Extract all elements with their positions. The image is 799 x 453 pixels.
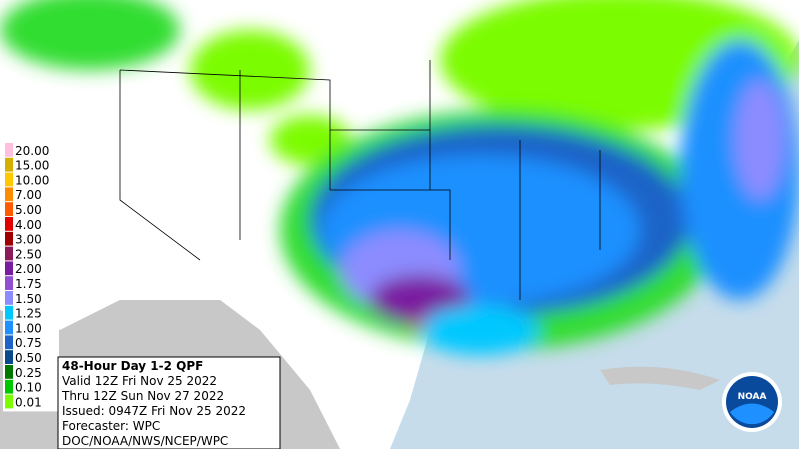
legend-swatch xyxy=(5,202,13,216)
legend-label: 5.00 xyxy=(15,203,42,217)
info-issued: Issued: 0947Z Fri Nov 25 2022 xyxy=(62,404,246,418)
logo-text: NOAA xyxy=(738,392,767,402)
legend-swatch xyxy=(5,172,13,187)
legend-label: 0.10 xyxy=(15,381,42,395)
legend-swatch xyxy=(5,231,13,246)
legend-swatch xyxy=(5,365,13,379)
legend: 20.0015.0010.007.005.004.003.002.502.001… xyxy=(3,141,59,412)
legend-swatch xyxy=(5,394,13,409)
legend-swatch xyxy=(5,187,13,202)
legend-swatch xyxy=(5,157,13,172)
legend-label: 1.00 xyxy=(15,321,42,335)
legend-label: 7.00 xyxy=(15,188,42,202)
legend-swatch xyxy=(5,305,13,320)
legend-label: 1.75 xyxy=(15,277,42,291)
legend-swatch xyxy=(5,261,13,276)
info-valid: Valid 12Z Fri Nov 25 2022 xyxy=(62,374,217,388)
legend-label: 2.00 xyxy=(15,262,42,276)
state-borders xyxy=(119,60,601,300)
legend-label: 0.25 xyxy=(15,366,42,380)
legend-swatch xyxy=(5,246,13,261)
info-thru: Thru 12Z Sun Nov 27 2022 xyxy=(61,389,224,403)
legend-swatch xyxy=(5,217,13,231)
legend-swatch xyxy=(5,379,13,394)
legend-swatch xyxy=(5,320,13,335)
legend-label: 20.00 xyxy=(15,144,49,158)
legend-label: 15.00 xyxy=(15,159,49,173)
info-agency: DOC/NOAA/NWS/NCEP/WPC xyxy=(62,434,228,448)
legend-label: 0.50 xyxy=(15,351,42,365)
logo-wave xyxy=(730,403,774,425)
legend-label: 3.00 xyxy=(15,233,42,247)
cuba xyxy=(600,366,720,390)
legend-label: 1.50 xyxy=(15,292,42,306)
legend-label: 2.50 xyxy=(15,247,42,261)
legend-swatch xyxy=(5,143,13,157)
legend-swatch xyxy=(5,276,13,290)
legend-label: 4.00 xyxy=(15,218,42,232)
legend-swatch xyxy=(5,291,13,305)
precip-field xyxy=(0,0,799,355)
info-title: 48-Hour Day 1-2 QPF xyxy=(62,359,203,373)
info-forecaster: Forecaster: WPC xyxy=(62,419,160,433)
legend-label: 0.75 xyxy=(15,336,42,350)
legend-label: 1.25 xyxy=(15,307,42,321)
legend-swatch xyxy=(5,335,13,350)
info-box xyxy=(57,356,281,450)
legend-swatch xyxy=(5,350,13,364)
legend-label: 0.01 xyxy=(15,395,42,409)
legend-label: 10.00 xyxy=(15,173,49,187)
